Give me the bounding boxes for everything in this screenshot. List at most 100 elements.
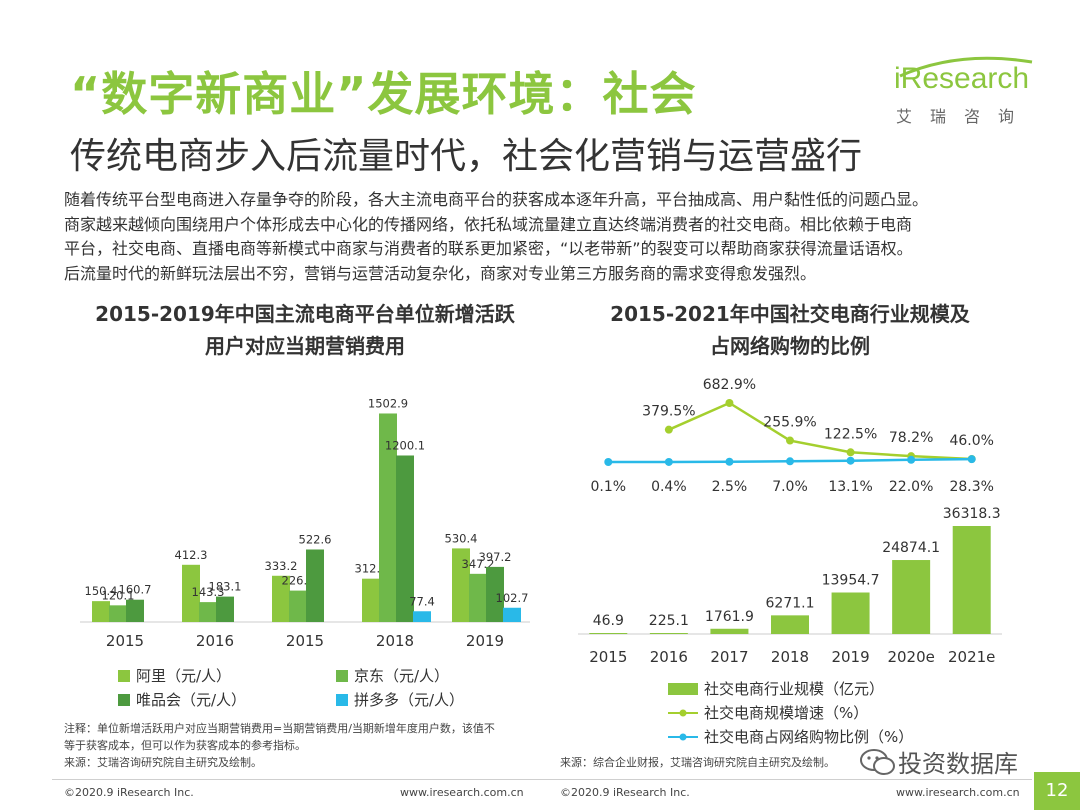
legend-item-growth: 社交电商规模增速（%）	[668, 702, 868, 723]
bar-0	[452, 548, 470, 622]
bar-0	[272, 575, 290, 622]
data-label: 77.4	[409, 594, 435, 608]
growth-label: 682.9%	[703, 377, 756, 393]
data-label: 24874.1	[882, 540, 940, 556]
description-line: 后流量时代的新鲜玩法层出不穷，营销与运营活动复杂化，商家对专业第三方服务商的需求…	[64, 263, 817, 283]
bar-0	[92, 601, 110, 622]
data-label: 6271.1	[766, 595, 815, 611]
bar-1	[469, 573, 487, 622]
share-point	[846, 456, 855, 465]
bar-1	[379, 413, 397, 622]
growth-point	[664, 425, 673, 434]
x-tick-label: 2017	[710, 648, 748, 666]
share-point	[664, 457, 673, 466]
chart2-source: 来源：综合企业财报，艾瑞咨询研究院自主研究及绘制。	[560, 756, 835, 769]
watermark: 投资数据库	[858, 744, 1018, 779]
bar-2	[306, 549, 324, 622]
data-label: 522.6	[299, 532, 332, 546]
x-tick-label: 2018	[771, 648, 809, 666]
growth-point	[846, 448, 855, 457]
bar-0	[362, 578, 380, 622]
bar	[952, 526, 991, 634]
chart1-title-line: 2015-2019年中国主流电商平台单位新增活跃	[95, 302, 515, 326]
share-point	[967, 455, 976, 464]
data-label: 36318.3	[943, 506, 1001, 522]
bar	[710, 628, 749, 634]
bar-1	[289, 590, 307, 622]
bar	[892, 560, 931, 634]
growth-point	[725, 399, 734, 407]
data-label: 1200.1	[385, 438, 425, 452]
growth-label: 122.5%	[824, 426, 877, 442]
bar-3	[503, 607, 521, 622]
share-point	[786, 457, 794, 466]
bar-1	[199, 602, 217, 622]
legend-line-marker	[668, 709, 698, 716]
legend-swatch	[336, 669, 348, 682]
legend-item-share: 社交电商占网络购物比例（%）	[668, 726, 913, 747]
x-tick-label: 2016	[196, 632, 234, 650]
data-label: 150.4	[85, 584, 118, 598]
chart1-notes: 注释：单位新增活跃用户对应当期营销费用=当期营销费用/当期新增年度用户数，该值不…	[64, 720, 495, 771]
x-tick-label: 2019	[831, 648, 869, 666]
share-label: 2.5%	[712, 479, 748, 495]
growth-point	[786, 436, 794, 445]
legend-swatch	[668, 682, 698, 695]
description-line: 平台，社交电商、直播电商等新模式中商家与消费者的联系更加紧密，“以老带新”的裂变…	[64, 239, 913, 258]
legend-item-scale: 社交电商行业规模（亿元）	[668, 678, 884, 699]
footer-url-left[interactable]: www.iresearch.com.cn	[400, 786, 524, 799]
share-point	[604, 457, 613, 466]
bar	[649, 633, 688, 634]
data-label: 1502.9	[368, 396, 408, 410]
share-label: 0.1%	[590, 479, 626, 495]
data-label: 1761.9	[705, 609, 754, 625]
growth-label: 78.2%	[889, 430, 933, 446]
share-point	[907, 455, 916, 464]
data-label: 102.7	[496, 591, 529, 605]
legend-item-ali: 阿里（元/人）	[118, 665, 231, 686]
logo-swoosh-icon	[899, 56, 1033, 78]
page-subtitle: 传统电商步入后流量时代，社会化营销与运营盛行	[70, 136, 863, 177]
note-line: 来源：艾瑞咨询研究院自主研究及绘制。	[64, 756, 262, 769]
footer-url-right[interactable]: www.iresearch.com.cn	[896, 786, 1020, 799]
watermark-text: 投资数据库	[898, 750, 1018, 778]
legend-item-jd: 京东（元/人）	[336, 665, 449, 686]
chart1-title-line: 用户对应当期营销费用	[205, 334, 405, 358]
growth-label: 46.0%	[949, 433, 993, 449]
legend-line-marker	[668, 733, 698, 740]
growth-label: 379.5%	[642, 404, 695, 420]
description-text: 随着传统平台型电商进入存量争夺的阶段，各大主流电商平台的获客成本逐年升高，平台抽…	[64, 188, 1044, 286]
chart2-title-line: 占网络购物的比例	[710, 334, 870, 358]
data-label: 120.1	[102, 588, 135, 602]
legend-label: 阿里（元/人）	[136, 667, 232, 685]
legend-item-pdd: 拼多多（元/人）	[336, 689, 464, 710]
growth-label: 255.9%	[763, 415, 816, 431]
legend-swatch	[118, 693, 130, 706]
note-line: 等于获客成本，但可以作为获客成本的参考指标。	[64, 739, 306, 752]
data-label: 333.2	[265, 559, 298, 573]
bar	[771, 615, 809, 634]
footer-divider	[52, 779, 1032, 780]
legend-label: 唯品会（元/人）	[136, 691, 247, 709]
share-label: 28.3%	[949, 479, 993, 495]
chart2-plot: 46.9 2015 225.1 2016 1761.9 2017 6271.1 2018 139…	[578, 377, 1002, 666]
x-tick-label: 2015	[106, 632, 144, 650]
page-number: 12	[1034, 772, 1080, 810]
description-line: 商家越来越倾向围绕用户个体形成去中心化的传播网络，依托私域流量建立直达终端消费者…	[64, 214, 913, 234]
legend-swatch	[336, 693, 348, 706]
x-tick-label: 2015	[286, 632, 324, 650]
x-tick-label: 2018	[376, 632, 414, 650]
data-label: 160.7	[119, 583, 152, 597]
bar-3	[413, 611, 431, 622]
chart2-title-line: 2015-2021年中国社交电商行业规模及	[610, 302, 970, 326]
logo-wordmark: iResearch	[894, 62, 1030, 95]
chart1-legend: 阿里（元/人） 京东（元/人） 唯品会（元/人） 拼多多（元/人）	[118, 665, 538, 715]
share-label: 22.0%	[889, 479, 933, 495]
data-label: 46.9	[593, 613, 624, 629]
description-line: 随着传统平台型电商进入存量争夺的阶段，各大主流电商平台的获客成本逐年升高，平台抽…	[64, 190, 929, 209]
bar-1	[109, 605, 127, 622]
bar-0	[182, 564, 200, 622]
bar-2	[486, 566, 504, 622]
x-tick-label: 2019	[466, 632, 504, 650]
growth-line	[668, 401, 972, 461]
